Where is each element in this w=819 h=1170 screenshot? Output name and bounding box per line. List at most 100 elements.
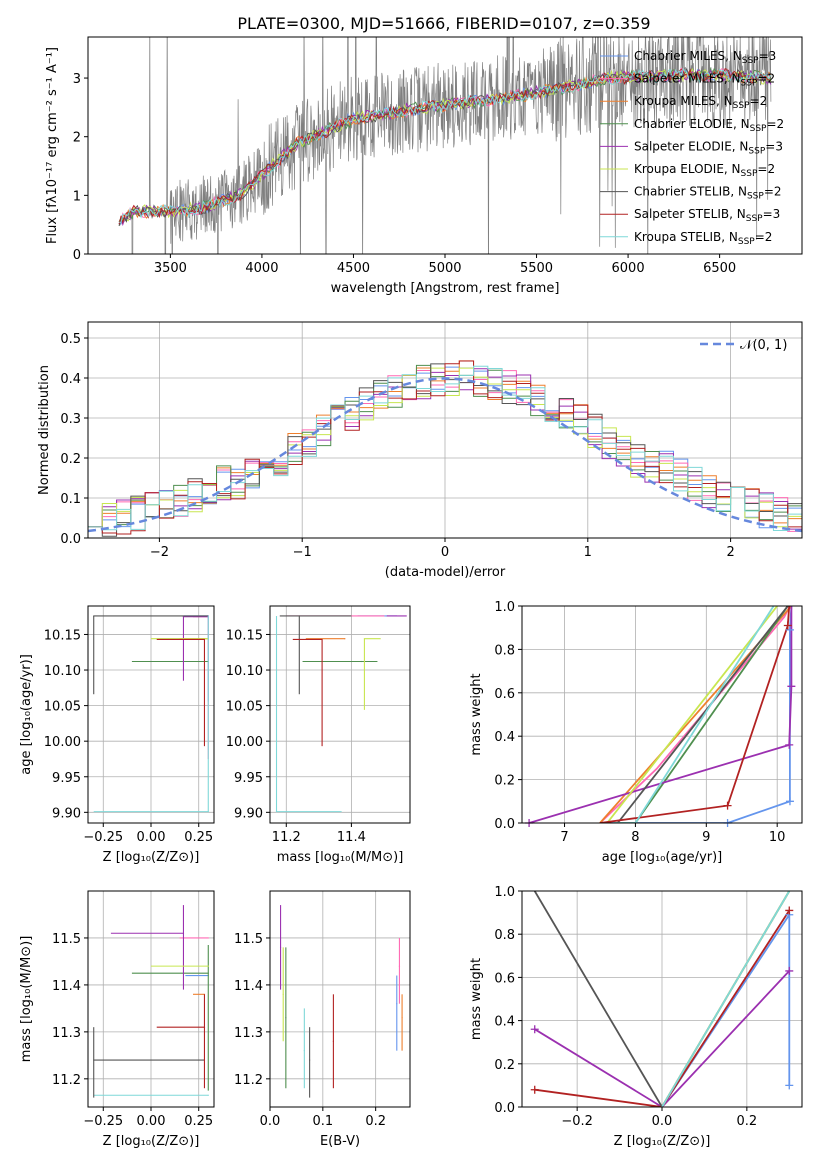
y-tick-label: 0.2 — [494, 774, 515, 789]
y-axis-label: mass [log₁₀(M/M⊙)] — [19, 936, 34, 1063]
y-tick-label: 1.0 — [494, 885, 515, 900]
y-tick-label: 11.4 — [52, 979, 81, 994]
data-point — [207, 811, 209, 813]
y-tick-label: 0.5 — [60, 332, 81, 347]
x-tick-label: 0 — [441, 545, 449, 560]
y-tick-label: 10.05 — [226, 700, 263, 715]
y-tick-label: 0.6 — [494, 687, 515, 702]
y-tick-label: 0.3 — [60, 412, 81, 427]
panel-residuals: −2 −1 0 1 2 0.0 0.1 0.2 0.3 0.4 0.5 (data-model)/er… — [37, 321, 803, 580]
data-point — [282, 993, 284, 995]
plot-area — [270, 606, 410, 823]
y-tick-label: 11.3 — [234, 1026, 263, 1041]
y-tick-label: 0.2 — [494, 1058, 515, 1073]
x-tick-label: 0.00 — [137, 1114, 166, 1129]
x-tick-label: 4500 — [337, 261, 370, 276]
y-tick-label: 0.4 — [60, 372, 81, 387]
legend-label: Chabrier ELODIE, NSSP=2 — [634, 117, 784, 134]
data-point — [285, 1017, 287, 1019]
x-axis-label: wavelength [Angstrom, rest frame] — [331, 281, 560, 296]
y-tick-label: 9.90 — [234, 806, 263, 821]
data-point — [396, 1003, 398, 1005]
axes-frame — [521, 605, 803, 824]
y-tick-label: 2 — [73, 131, 81, 146]
data-point — [203, 1026, 206, 1028]
x-tick-label: 0.1 — [312, 1114, 333, 1129]
data-point — [182, 932, 185, 934]
series-marker — [723, 801, 732, 810]
x-tick-label: −2 — [150, 545, 169, 560]
panel-mass-vs-Z: −0.25 0.00 0.25 11.2 11.3 11.4 11.5 Z [log₁₀(Z/… — [19, 890, 215, 1149]
data-point — [207, 1094, 209, 1096]
x-axis-label: Z [log₁₀(Z/Z⊙)] — [614, 1134, 711, 1149]
series-marker — [785, 797, 794, 806]
x-tick-label: 5000 — [428, 261, 461, 276]
legend-label: Kroupa ELODIE, NSSP=2 — [634, 162, 775, 179]
legend-label: Salpeter MILES, NSSP=2 — [634, 72, 775, 89]
x-tick-label: 4000 — [245, 261, 278, 276]
y-tick-label: 0.4 — [494, 1015, 515, 1030]
plot-area — [118, 37, 772, 254]
y-axis-label: age [log₁₀(age/yr)] — [19, 654, 34, 775]
plot-area — [88, 606, 214, 823]
x-tick-label: 3500 — [154, 261, 187, 276]
x-axis-label: E(B-V) — [320, 1134, 360, 1149]
data-point — [383, 615, 385, 617]
series-marker — [785, 740, 794, 749]
y-tick-label: 9.95 — [52, 771, 81, 786]
residual-histogram — [88, 368, 802, 538]
cumulative-series-line — [606, 606, 778, 823]
data-point — [360, 660, 362, 663]
data-point — [363, 638, 366, 640]
y-tick-label: 0.0 — [494, 1101, 515, 1116]
y-tick-label: 10.00 — [44, 735, 81, 750]
figure-title: PLATE=0300, MJD=51666, FIBERID=0107, z=0… — [237, 14, 650, 33]
x-tick-label: 0.00 — [137, 830, 166, 845]
y-tick-label: 9.95 — [234, 771, 263, 786]
y-tick-label: 10.10 — [44, 664, 81, 679]
y-axis-label: Flux [fλ10⁻¹⁷ erg cm⁻² s⁻¹ A⁻¹] — [45, 47, 60, 244]
data-point — [207, 937, 209, 939]
y-tick-label: 0 — [73, 248, 81, 263]
axes-frame — [87, 36, 803, 255]
y-tick-label: 0.1 — [60, 492, 81, 507]
x-axis-label: (data-model)/error — [385, 565, 506, 580]
cumulative-series-line — [534, 909, 791, 1107]
axes-frame — [269, 605, 411, 824]
y-tick-label: 11.4 — [234, 979, 263, 994]
legend-label: Kroupa MILES, NSSP=2 — [634, 94, 767, 111]
series-marker — [783, 621, 792, 630]
plot-area — [270, 891, 410, 1107]
data-point — [321, 638, 323, 641]
y-tick-label: 0.0 — [494, 817, 515, 832]
axes-frame — [87, 321, 803, 539]
residual-histogram — [88, 367, 802, 538]
x-tick-label: 6500 — [703, 261, 736, 276]
series-marker — [785, 906, 794, 915]
y-tick-label: 11.2 — [52, 1073, 81, 1088]
data-point — [386, 615, 388, 617]
y-axis-label: mass weight — [469, 958, 484, 1040]
x-axis-label: Z [log₁₀(Z/Z⊙)] — [103, 850, 200, 865]
residual-histogram — [88, 365, 802, 538]
series-marker — [785, 1081, 794, 1090]
x-tick-label: 0.25 — [184, 1114, 213, 1129]
x-tick-label: 5500 — [520, 261, 553, 276]
x-tick-label: 2 — [726, 545, 734, 560]
data-point — [93, 615, 95, 617]
gaussian-reference-curve — [88, 377, 802, 533]
y-tick-label: 1.0 — [494, 600, 515, 615]
axes-frame — [87, 605, 215, 824]
y-tick-label: 0.2 — [60, 452, 81, 467]
legend-label: Chabrier MILES, NSSP=3 — [634, 49, 776, 66]
residual-histogram — [88, 366, 802, 538]
y-tick-label: 0.4 — [494, 730, 515, 745]
data-point — [401, 1017, 403, 1019]
y-tick-label: 10.05 — [44, 700, 81, 715]
data-point — [279, 946, 282, 948]
data-point — [303, 1050, 305, 1052]
gaussian-legend-label: 𝒩(0, 1) — [740, 338, 787, 353]
panel-age-vs-Z: −0.25 0.00 0.25 9.90 9.95 10.00 10.05 10.10 10.1… — [19, 605, 215, 865]
legend-label: Salpeter ELODIE, NSSP=3 — [634, 139, 783, 156]
series-marker — [530, 1085, 539, 1094]
